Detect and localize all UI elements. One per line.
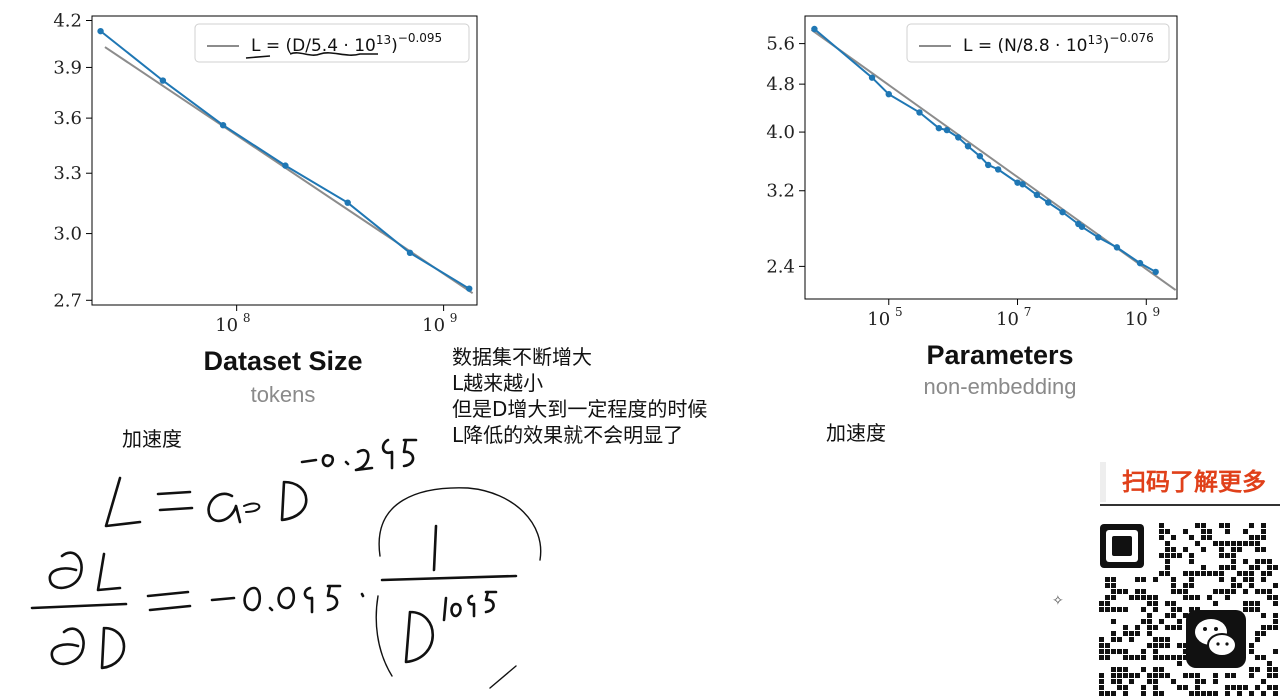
data-point — [1033, 191, 1041, 199]
acceleration-label-left: 加速度 — [122, 427, 182, 451]
data-point — [1095, 234, 1102, 241]
y-tick-label: 5.6 — [766, 34, 795, 55]
note-line: L降低的效果就不会明显了 — [452, 423, 684, 447]
data-point — [282, 162, 289, 169]
y-tick-label: 3.3 — [53, 163, 82, 184]
y-tick-label: 3.9 — [53, 57, 82, 78]
banner-divider — [1100, 504, 1280, 506]
data-point — [1113, 244, 1121, 251]
chart2-title: Parameters — [926, 340, 1074, 370]
x-tick-exponent: 5 — [895, 305, 903, 319]
y-tick-label: 4.2 — [53, 11, 82, 32]
note-line: 但是D增大到一定程度的时候 — [452, 397, 708, 421]
sparkle-icon: ✧ — [1052, 593, 1064, 609]
data-point — [1014, 179, 1021, 186]
data-point — [1152, 268, 1159, 276]
data-point — [344, 199, 351, 206]
acceleration-label-right: 加速度 — [826, 421, 886, 445]
data-point — [811, 25, 818, 33]
x-tick-label: 10 — [215, 315, 238, 336]
data-point — [159, 77, 167, 84]
qr-banner: 扫码了解更多 — [1100, 462, 1280, 502]
legend-label: L = (D/5.4 · 1013)−0.095 — [251, 31, 442, 56]
y-tick-label: 4.8 — [766, 74, 795, 95]
series-line — [813, 28, 1157, 273]
data-point — [406, 249, 414, 257]
data-point — [994, 166, 1002, 173]
x-tick-exponent: 9 — [1152, 305, 1160, 319]
data-point — [916, 109, 923, 116]
y-tick-label: 3.2 — [766, 181, 795, 202]
legend — [906, 23, 1170, 63]
data-point — [1078, 223, 1086, 230]
data-point — [466, 285, 473, 292]
chart1-subtitle: tokens — [250, 382, 316, 407]
data-point — [1045, 199, 1052, 206]
hand-underline — [245, 52, 378, 59]
data-point — [219, 121, 227, 129]
data-point — [97, 27, 104, 35]
data-point — [1059, 208, 1066, 216]
x-tick-label: 10 — [1125, 309, 1148, 330]
data-point — [976, 152, 984, 160]
data-point — [943, 126, 951, 134]
legend — [194, 23, 470, 63]
y-tick-label: 3.0 — [53, 224, 82, 245]
x-tick-exponent: 9 — [450, 311, 458, 325]
x-tick-label: 10 — [422, 315, 445, 336]
note-line: L越来越小 — [452, 371, 544, 395]
data-point — [955, 134, 962, 141]
qr-code[interactable] — [1098, 522, 1280, 700]
chart1-title: Dataset Size — [203, 346, 363, 376]
center-note: 数据集不断增大 L越来越小 但是D增大到一定程度的时候 L降低的效果就不会明显了 — [452, 344, 707, 448]
data-point — [964, 143, 972, 150]
note-line: 数据集不断增大 — [452, 345, 592, 369]
y-tick-label: 2.7 — [53, 290, 82, 311]
wechat-icon — [1186, 610, 1246, 668]
y-tick-label: 4.0 — [766, 122, 795, 143]
x-tick-label: 10 — [996, 309, 1019, 330]
y-tick-label: 3.6 — [53, 108, 82, 129]
data-point — [935, 124, 943, 132]
data-point — [1019, 181, 1026, 188]
plot-frame — [91, 15, 478, 306]
data-point — [984, 161, 992, 169]
data-point — [868, 74, 876, 81]
y-tick-label: 2.4 — [766, 256, 795, 277]
data-point — [1136, 259, 1144, 267]
data-point — [885, 90, 892, 98]
chart2-subtitle: non-embedding — [923, 374, 1077, 399]
x-tick-exponent: 7 — [1024, 305, 1032, 319]
x-tick-label: 10 — [867, 309, 890, 330]
legend-label: L = (N/8.8 · 1013)−0.076 — [963, 31, 1154, 56]
x-tick-exponent: 8 — [243, 311, 251, 325]
plot-frame — [804, 15, 1178, 300]
